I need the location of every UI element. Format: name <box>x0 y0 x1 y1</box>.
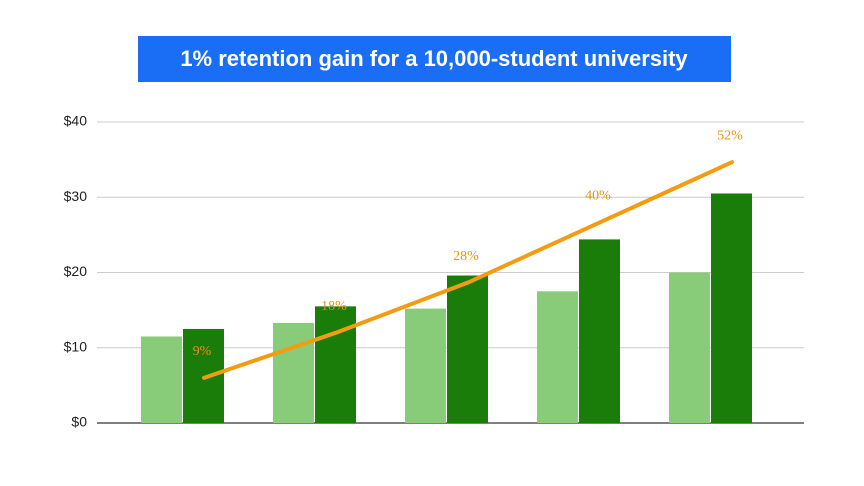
bar <box>537 291 578 423</box>
y-tick-label: $0 <box>71 414 87 430</box>
data-label: 40% <box>585 189 611 204</box>
data-label: 52% <box>717 128 743 143</box>
bar <box>711 193 752 423</box>
y-tick-label: $40 <box>64 113 88 129</box>
bar <box>669 272 710 423</box>
y-tick-label: $10 <box>64 338 88 354</box>
data-label: 9% <box>193 344 212 359</box>
line <box>202 160 734 380</box>
data-label: 18% <box>321 299 347 314</box>
y-tick-label: $30 <box>64 188 88 204</box>
chart-title: 1% retention gain for a 10,000-student u… <box>180 46 688 71</box>
bar <box>447 275 488 423</box>
bar <box>273 322 314 423</box>
y-tick-label: $20 <box>64 263 88 279</box>
bar <box>141 336 182 423</box>
data-label: 28% <box>453 249 479 264</box>
bar <box>315 306 356 423</box>
bar <box>405 308 446 423</box>
title-box <box>138 36 731 82</box>
bar <box>579 239 620 423</box>
